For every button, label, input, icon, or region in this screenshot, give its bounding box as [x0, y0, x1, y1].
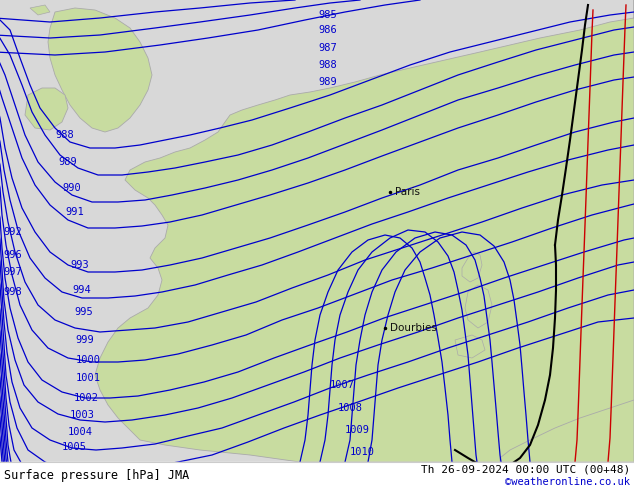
Text: 994: 994 [72, 285, 91, 295]
Polygon shape [465, 285, 492, 328]
Text: 999: 999 [75, 335, 94, 345]
Text: 990: 990 [62, 183, 81, 193]
Text: 987: 987 [318, 43, 337, 53]
Text: 998: 998 [3, 287, 22, 297]
Text: ©weatheronline.co.uk: ©weatheronline.co.uk [505, 477, 630, 487]
Text: 988: 988 [55, 130, 74, 140]
Polygon shape [500, 400, 634, 462]
Text: 985: 985 [318, 10, 337, 20]
Text: 1009: 1009 [345, 425, 370, 435]
Text: Th 26-09-2024 00:00 UTC (00+48): Th 26-09-2024 00:00 UTC (00+48) [421, 465, 630, 475]
Text: 993: 993 [70, 260, 89, 270]
Text: 1005: 1005 [62, 442, 87, 452]
Text: 996: 996 [3, 250, 22, 260]
Polygon shape [455, 335, 485, 358]
Text: 989: 989 [318, 77, 337, 87]
Text: 992: 992 [3, 227, 22, 237]
Text: 1007: 1007 [330, 380, 355, 390]
Text: 1004: 1004 [68, 427, 93, 437]
Text: 1008: 1008 [338, 403, 363, 413]
Text: 988: 988 [318, 60, 337, 70]
Text: Dourbies: Dourbies [390, 323, 437, 333]
Text: 997: 997 [3, 267, 22, 277]
Polygon shape [462, 252, 482, 282]
Text: 1001: 1001 [76, 373, 101, 383]
Polygon shape [30, 5, 50, 15]
Polygon shape [48, 8, 152, 132]
Polygon shape [0, 0, 634, 462]
Text: 1003: 1003 [70, 410, 95, 420]
Polygon shape [95, 0, 634, 462]
Text: 986: 986 [318, 25, 337, 35]
Text: Surface pressure [hPa] JMA: Surface pressure [hPa] JMA [4, 469, 190, 483]
Text: 991: 991 [65, 207, 84, 217]
Text: 1010: 1010 [350, 447, 375, 457]
Text: 995: 995 [74, 307, 93, 317]
Text: 989: 989 [58, 157, 77, 167]
Text: Paris: Paris [395, 187, 420, 197]
Text: 1000: 1000 [76, 355, 101, 365]
Polygon shape [25, 88, 68, 130]
Text: 1002: 1002 [74, 393, 99, 403]
